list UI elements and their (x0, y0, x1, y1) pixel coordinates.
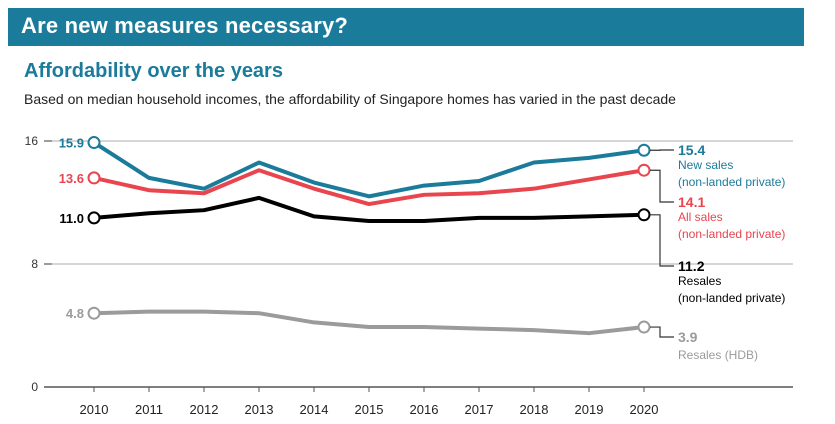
series-legend-label: (non-landed private) (678, 291, 785, 305)
series-line (92, 140, 646, 199)
x-tick-label: 2011 (135, 402, 163, 417)
data-point-marker (87, 136, 101, 150)
data-point-marker (87, 211, 101, 225)
series-legend-label: (non-landed private) (678, 227, 785, 241)
end-value-label: 3.9 (678, 329, 698, 345)
end-value-label: 15.4 (678, 142, 705, 158)
x-tick-label: 2012 (190, 402, 219, 417)
y-tick-label: 8 (31, 257, 38, 271)
x-tick-label: 2014 (300, 402, 329, 417)
data-point-marker (87, 306, 101, 320)
x-tick-label: 2016 (410, 402, 439, 417)
y-tick-label: 0 (31, 380, 38, 394)
label-connector (650, 326, 674, 338)
series-legend-label: Resales (HDB) (678, 348, 758, 362)
banner-title: Are new measures necessary? (21, 13, 349, 38)
end-value-label: 14.1 (678, 194, 705, 210)
series-legend-label: New sales (678, 158, 733, 172)
end-value-label: 11.2 (678, 258, 705, 274)
x-tick-label: 2015 (355, 402, 384, 417)
data-point-marker (637, 208, 651, 222)
series-line (92, 195, 646, 223)
chart-title: Affordability over the years (24, 60, 283, 82)
data-point-marker (87, 171, 101, 185)
series-line (92, 309, 646, 336)
y-tick-label: 16 (25, 134, 39, 148)
data-point-marker (637, 143, 651, 157)
start-value-label: 11.0 (59, 211, 84, 226)
x-tick-label: 2018 (520, 402, 549, 417)
header-banner: Are new measures necessary? (8, 8, 804, 46)
x-tick-label: 2013 (245, 402, 274, 417)
x-tick-label: 2019 (575, 402, 604, 417)
data-point-marker (637, 320, 651, 334)
label-connector (650, 214, 674, 267)
x-tick-label: 2020 (630, 402, 659, 417)
start-value-label: 13.6 (59, 171, 84, 186)
x-tick-label: 2010 (80, 402, 109, 417)
start-value-label: 15.9 (59, 136, 84, 151)
start-value-label: 4.8 (66, 306, 84, 321)
data-point-marker (637, 163, 651, 177)
series-legend-label: Resales (678, 274, 721, 288)
x-tick-label: 2017 (465, 402, 494, 417)
series-legend-label: All sales (678, 210, 723, 224)
series-legend-label: (non-landed private) (678, 175, 785, 189)
chart-subtitle: Based on median household incomes, the a… (24, 91, 676, 107)
label-connector (650, 169, 674, 203)
series-line (92, 168, 646, 207)
